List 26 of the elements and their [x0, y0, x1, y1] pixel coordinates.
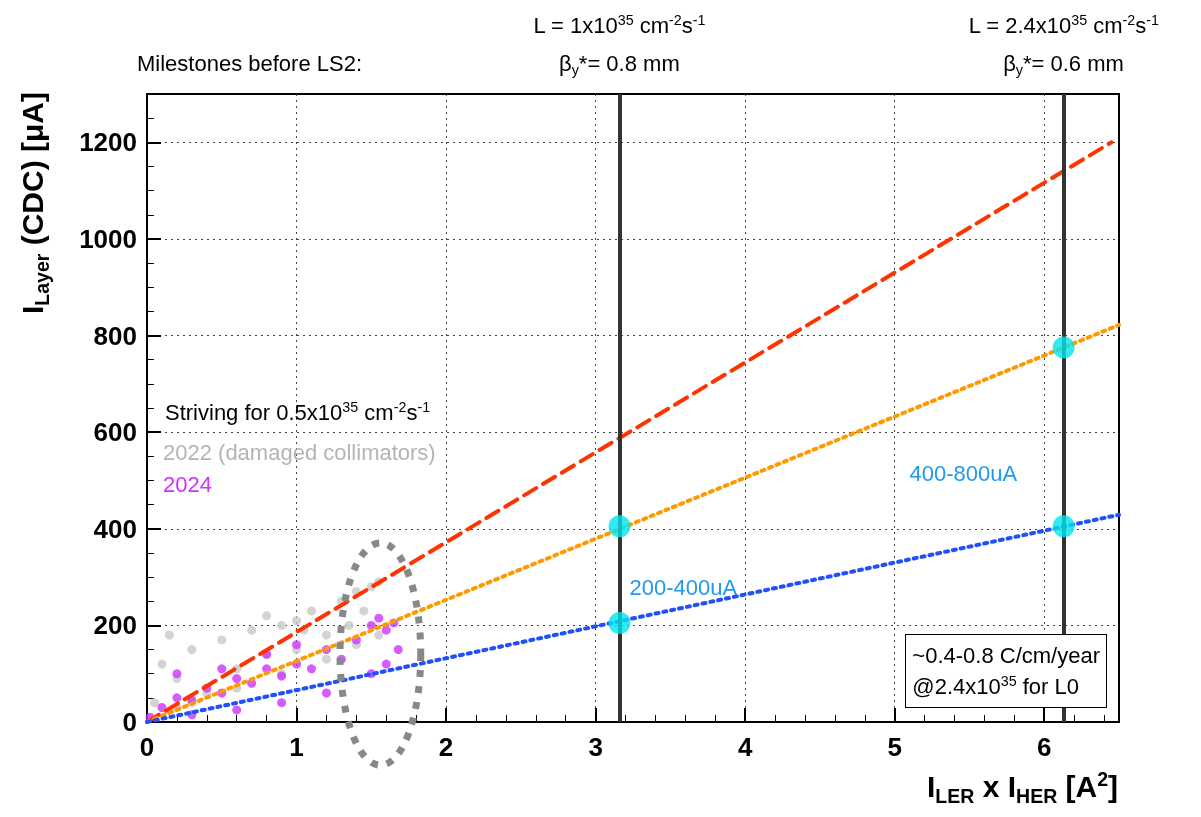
x-tick-label: 3	[588, 732, 603, 762]
y-tick-label: 400	[93, 513, 137, 544]
x-tick-label: 6	[1037, 732, 1052, 762]
text: β$_{y}$*= 0.8 mm	[559, 51, 680, 79]
y-tick-label: 1200	[79, 127, 137, 158]
x-tick-label: 5	[887, 732, 902, 762]
annotation: 400-800uA	[909, 461, 1018, 487]
annotation: ~0.4-0.8 C/cm/year	[912, 642, 1100, 671]
y-tick-label: 800	[93, 320, 137, 351]
x-axis-title: I$_{LER}$ x I$_{HER}$ [A$^{2}$]	[927, 768, 1119, 807]
text: L = 2.4x10$^{35}$ cm$^{-2}$s$^{-1}$	[968, 12, 1159, 38]
x-tick-label: 2	[438, 732, 454, 762]
text: 2024	[163, 472, 212, 497]
text: L = 1x10$^{35}$ cm$^{-2}$s$^{-1}$	[533, 12, 706, 38]
annotation: Striving for 0.5x10$^{35}$ cm$^{-2}$s$^{-1}$	[165, 399, 431, 425]
text: β$_{y}$*= 0.6 mm	[1003, 51, 1124, 79]
text: 2022 (damaged collimators)	[163, 440, 436, 465]
y-tick-label: 200	[93, 610, 137, 641]
x-tick-label: 4	[737, 732, 753, 762]
annotation: @2.4x10$^{35}$ for L0	[912, 672, 1080, 702]
y-tick-label: 600	[93, 417, 137, 448]
text: Milestones before LS2:	[137, 51, 363, 76]
y-tick-label: 0	[122, 707, 137, 737]
y-tick-label: 1000	[79, 223, 137, 254]
x-tick-label: 1	[289, 732, 304, 762]
annotation: 200-400uA	[629, 575, 738, 601]
